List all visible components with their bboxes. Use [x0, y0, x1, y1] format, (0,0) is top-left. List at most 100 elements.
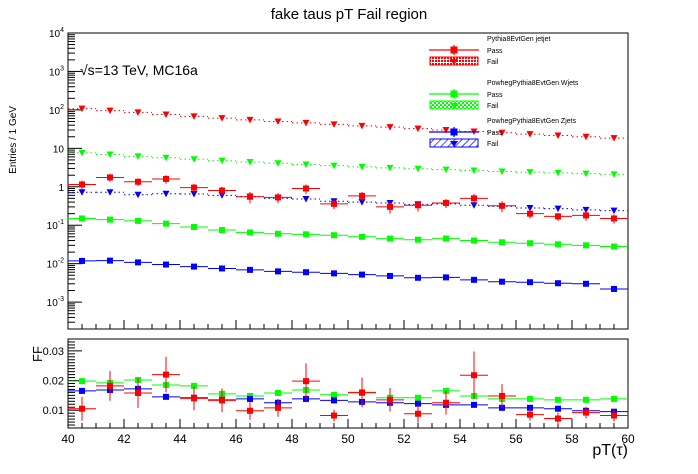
ff-series-ff0000	[68, 351, 628, 425]
series-pass-00ff00	[68, 215, 628, 250]
lower-y-tick-label: 0.02	[43, 376, 64, 388]
y-tick-base: 10	[49, 29, 61, 40]
ff-marker	[471, 401, 477, 408]
ff-marker	[611, 395, 617, 402]
fail-marker	[78, 149, 86, 157]
legend-group-2: PowhegPythia8EvtGen Zjets Pass Fail	[429, 118, 577, 148]
fail-marker	[218, 192, 226, 199]
pass-marker	[135, 217, 141, 224]
fail-marker	[610, 135, 618, 142]
pass-marker	[303, 269, 309, 276]
ff-marker	[191, 395, 197, 402]
ff-marker	[387, 396, 393, 403]
legend-group-name: Pythia8EvtGen jetjet	[487, 36, 550, 43]
y-tick-exponent: 2	[60, 104, 64, 111]
pass-marker	[499, 278, 505, 285]
fail-marker	[134, 191, 142, 199]
pass-marker	[303, 231, 309, 238]
series-pass-ff0000	[68, 174, 628, 224]
y-tick-base: 10	[47, 298, 59, 309]
legend-pass-marker	[450, 46, 458, 54]
pass-marker	[415, 274, 421, 281]
upper-y-tick-label: 10-3	[47, 296, 64, 309]
ff-marker	[331, 397, 337, 404]
upper-y-tick-label: 10	[53, 144, 65, 155]
lower-axes: 0.01 0.02 0.03 40 42 44 46 48 50 52 54 56 58 60	[43, 341, 635, 446]
energy-annotation: √s=13 TeV, MC16a	[80, 62, 198, 78]
fail-marker	[106, 151, 114, 159]
pass-marker	[443, 235, 449, 242]
fail-marker	[386, 124, 394, 131]
fail-marker	[162, 154, 170, 162]
pass-marker	[527, 240, 533, 247]
pass-marker	[555, 213, 561, 220]
fail-marker	[274, 160, 282, 167]
fail-marker	[526, 205, 534, 212]
series-fail-00ff00	[68, 149, 628, 178]
x-tick-label: 46	[229, 432, 243, 446]
legend: Pythia8EvtGen jetjetPassFailPowhegPythia…	[429, 36, 579, 148]
ff-marker	[555, 396, 561, 403]
pass-marker	[359, 271, 365, 278]
upper-y-tick-label: 1	[58, 183, 64, 194]
fail-marker	[190, 156, 198, 163]
x-tick-label: 50	[341, 432, 355, 446]
fail-marker	[246, 116, 254, 124]
fail-marker	[554, 169, 562, 177]
fail-marker	[498, 168, 506, 175]
upper-marks	[68, 105, 628, 292]
series-pass-0000ff	[68, 257, 628, 292]
pass-marker	[275, 268, 281, 275]
y-tick-exponent: -2	[58, 258, 64, 265]
y-tick-exponent: 4	[60, 27, 64, 34]
pass-marker	[359, 233, 365, 240]
ff-marker	[359, 389, 365, 396]
y-tick-base: 10	[49, 106, 61, 117]
pass-marker	[359, 192, 365, 199]
pass-marker	[275, 194, 281, 201]
fail-marker	[414, 165, 422, 173]
fail-marker	[582, 170, 590, 178]
pass-marker	[471, 195, 477, 202]
legend-pass-marker	[450, 128, 458, 136]
fail-marker	[498, 129, 506, 137]
y-tick-base: 10	[53, 144, 65, 155]
pass-marker	[471, 237, 477, 244]
ff-marker	[527, 395, 533, 402]
fail-marker	[554, 205, 562, 213]
pass-marker	[163, 261, 169, 268]
legend-group-0: Pythia8EvtGen jetjet Pass Fail	[429, 36, 550, 66]
ff-marker	[107, 382, 113, 389]
legend-pass-marker	[450, 90, 458, 98]
pass-marker	[163, 175, 169, 182]
legend-fail-label: Fail	[487, 103, 499, 110]
pass-marker	[555, 241, 561, 248]
upper-y-tick-label: 102	[49, 104, 64, 117]
fail-marker	[386, 164, 394, 172]
pass-marker	[499, 202, 505, 209]
x-axis-label-close: )	[623, 442, 628, 459]
pass-marker	[611, 285, 617, 292]
ff-marker	[471, 372, 477, 379]
fail-marker	[162, 111, 170, 118]
fail-marker	[470, 202, 478, 209]
ff-marker	[555, 405, 561, 412]
x-axis-label-tau: τ	[616, 442, 623, 459]
fail-marker	[470, 167, 478, 175]
pass-marker	[219, 227, 225, 234]
pass-marker	[415, 236, 421, 243]
pass-marker	[191, 223, 197, 230]
y-tick-base: 10	[49, 67, 61, 78]
x-axis-label-main: pT(	[592, 442, 617, 459]
upper-y-axis-label: Entries / 1 GeV	[8, 106, 19, 174]
series-fail-0000ff	[68, 189, 628, 215]
fail-marker	[162, 190, 170, 198]
fail-marker	[106, 189, 114, 196]
ff-marker	[163, 393, 169, 400]
pass-marker	[191, 263, 197, 270]
pass-marker	[527, 210, 533, 217]
legend-pass-label: Pass	[487, 92, 503, 99]
legend-group-name: PowhegPythia8EvtGen Zjets	[487, 118, 577, 125]
